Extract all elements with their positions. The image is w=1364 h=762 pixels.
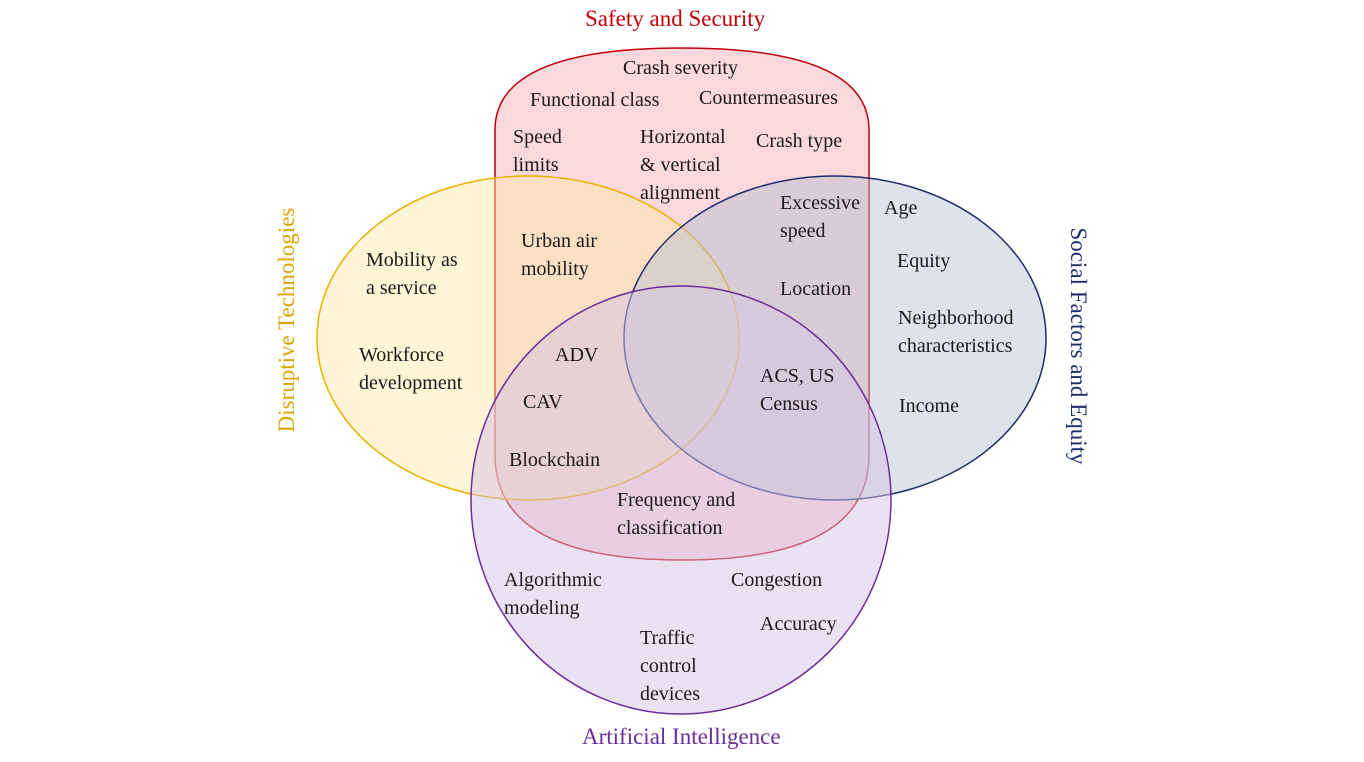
item-frequency-and-classification: Frequency and classification [617, 489, 736, 539]
disruptive-technologies-title: Disruptive Technologies [274, 207, 299, 433]
item-algorithmic-modeling: Algorithmic modeling [504, 569, 602, 619]
item-excessive-speed: Excessive speed [780, 192, 860, 242]
item-countermeasures: Countermeasures [699, 87, 838, 109]
item-age: Age [884, 197, 918, 219]
item-income: Income [899, 395, 959, 417]
artificial-intelligence-region [470, 285, 892, 715]
item-crash-severity: Crash severity [623, 57, 738, 79]
item-cav: CAV [523, 391, 563, 413]
item-horizontal-vertical-alignment: Horizontal & vertical alignment [640, 126, 726, 204]
item-acs-us-census: ACS, US Census [760, 365, 835, 415]
item-location: Location [780, 278, 852, 300]
item-crash-type: Crash type [756, 130, 843, 152]
item-functional-class: Functional class [530, 89, 660, 111]
item-accuracy: Accuracy [760, 613, 837, 635]
item-urban-air-mobility: Urban air mobility [521, 230, 598, 280]
item-blockchain: Blockchain [509, 449, 601, 471]
item-speed-limits: Speed limits [513, 126, 562, 176]
item-mobility-as-a-service: Mobility as a service [366, 249, 458, 299]
item-equity: Equity [897, 250, 951, 272]
item-congestion: Congestion [731, 569, 823, 591]
item-adv: ADV [555, 344, 599, 366]
safety-security-title: Safety and Security [585, 6, 766, 31]
item-neighborhood-characteristics: Neighborhood characteristics [898, 307, 1014, 357]
artificial-intelligence-title: Artificial Intelligence [582, 724, 781, 749]
item-workforce-development: Workforce development [359, 344, 463, 394]
social-factors-title: Social Factors and Equity [1066, 227, 1091, 465]
item-traffic-control-devices: Traffic control devices [640, 627, 700, 705]
